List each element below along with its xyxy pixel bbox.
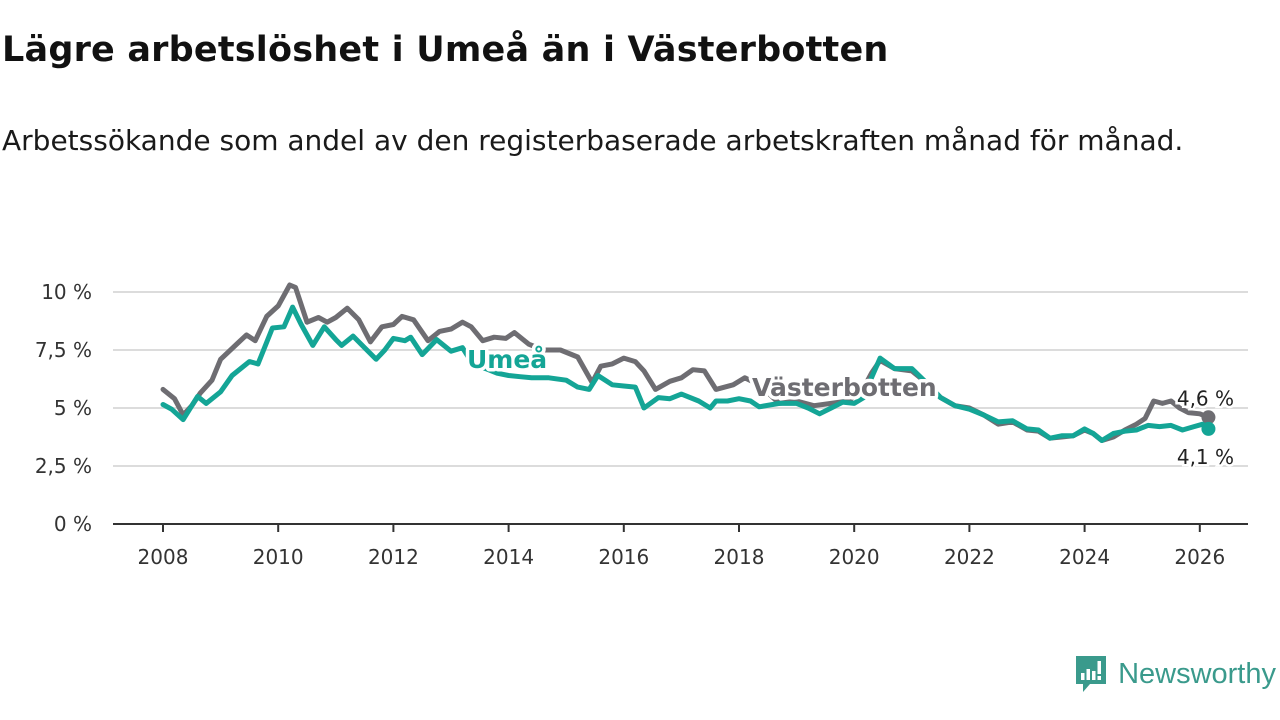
x-tick-label: 2026 bbox=[1174, 545, 1225, 569]
x-tick-label: 2008 bbox=[138, 545, 189, 569]
x-tick-label: 2014 bbox=[483, 545, 534, 569]
series-labels: 4,6 % 4,1 % Västerbotten Umeå bbox=[464, 342, 1237, 472]
x-tick-label: 2016 bbox=[598, 545, 649, 569]
series-line-umea bbox=[160, 304, 1211, 443]
end-value-label: 4,6 % bbox=[1177, 386, 1234, 410]
x-tick-label: 2024 bbox=[1059, 545, 1110, 569]
series-label-vasterbotten: Västerbotten bbox=[752, 373, 937, 402]
chart-subtitle: Arbetssökande som andel av den registerb… bbox=[2, 124, 1184, 157]
y-axis-ticks: 0 % 2,5 % 5 % 7,5 % 10 % bbox=[35, 280, 92, 536]
x-tick-label: 2010 bbox=[253, 545, 304, 569]
newsworthy-logo: Newsworthy bbox=[1074, 654, 1276, 694]
x-tick-label: 2020 bbox=[829, 545, 880, 569]
chart-title: Lägre arbetslöshet i Umeå än i Västerbot… bbox=[2, 30, 889, 70]
y-tick-label: 2,5 % bbox=[35, 454, 92, 478]
end-point-umea bbox=[1201, 421, 1216, 436]
x-tick-label: 2018 bbox=[714, 545, 765, 569]
y-tick-label: 7,5 % bbox=[35, 338, 92, 362]
series-lines bbox=[160, 282, 1216, 443]
x-tick-label: 2012 bbox=[368, 545, 419, 569]
x-axis-ticks: 2008 2010 2012 2014 2016 2018 2020 2022 2024 2026 bbox=[138, 524, 1225, 569]
y-tick-label: 10 % bbox=[41, 280, 92, 304]
gridlines bbox=[113, 291, 1248, 525]
y-tick-label: 0 % bbox=[54, 512, 92, 536]
series-label-umea: Umeå bbox=[467, 345, 547, 374]
end-value-label: 4,1 % bbox=[1177, 445, 1234, 469]
brand-name: Newsworthy bbox=[1118, 657, 1276, 690]
series-line-vasterbotten bbox=[160, 282, 1211, 443]
x-tick-label: 2022 bbox=[944, 545, 995, 569]
newsworthy-logo-icon bbox=[1076, 656, 1107, 692]
y-tick-label: 5 % bbox=[54, 396, 92, 420]
end-point-vasterbotten bbox=[1201, 410, 1216, 425]
